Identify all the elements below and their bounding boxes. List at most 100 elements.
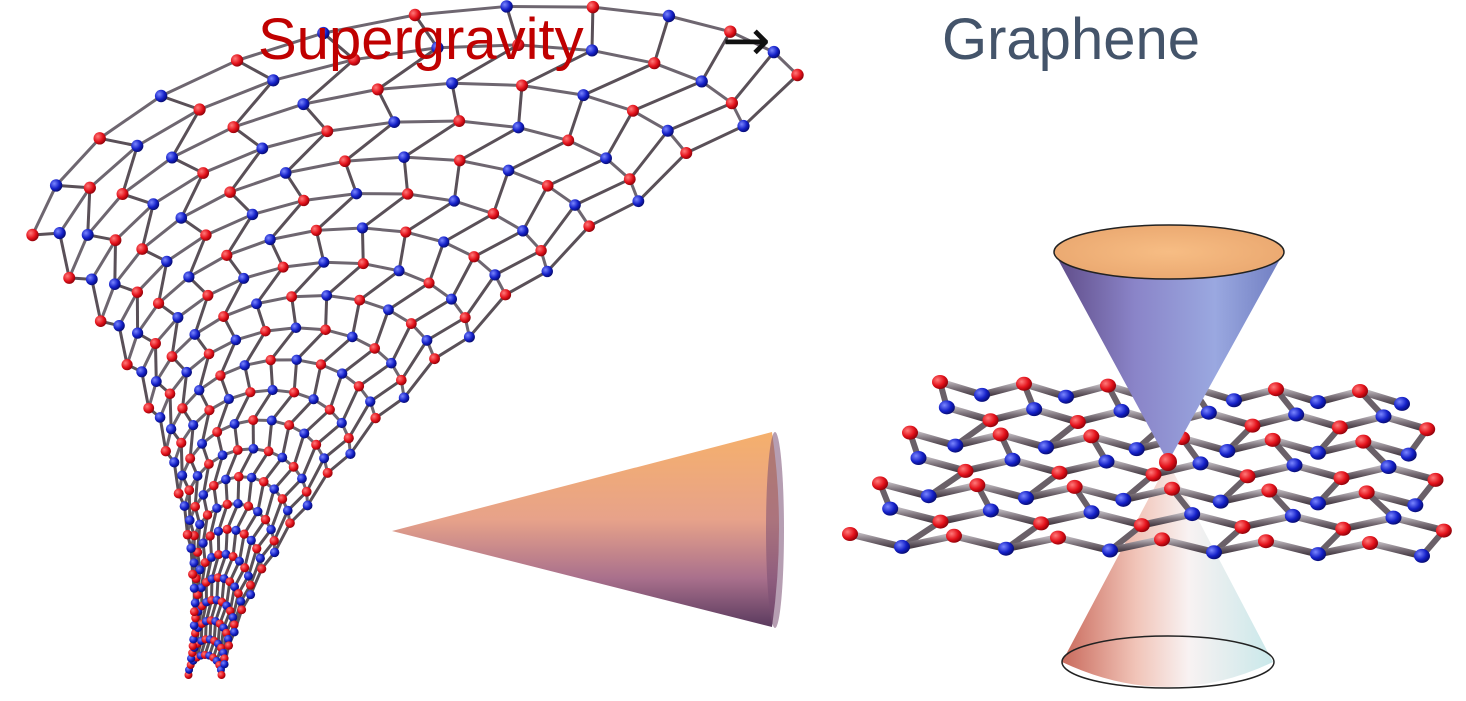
funnel-bond <box>272 509 290 542</box>
funnel-bond <box>410 297 453 325</box>
lattice-atom-blue <box>1026 402 1043 417</box>
lattice-bond <box>1106 535 1166 554</box>
funnel-bond <box>315 192 358 232</box>
funnel-atom-blue <box>297 98 310 111</box>
funnel-atom-blue <box>228 613 238 622</box>
funnel-bond <box>427 241 446 284</box>
funnel-bond <box>362 226 406 234</box>
lattice-atom-blue <box>1310 445 1326 460</box>
funnel-bond <box>249 557 262 586</box>
funnel-bond <box>742 73 799 128</box>
right-arrow-icon: → <box>722 6 771 74</box>
funnel-atom-blue <box>253 506 263 517</box>
lattice-atom-blue <box>1400 447 1417 462</box>
funnel-atom-blue <box>194 384 205 396</box>
funnel-bond <box>243 265 284 280</box>
funnel-bond <box>413 14 439 49</box>
funnel-atom-blue <box>256 142 269 155</box>
funnel-atom-red <box>512 38 525 52</box>
funnel-bond <box>473 229 524 259</box>
funnel-bond <box>667 101 733 133</box>
funnel-atom-red <box>189 607 199 617</box>
funnel-bond <box>252 199 305 216</box>
funnel-bond <box>290 261 325 298</box>
funnel-bond <box>188 254 228 279</box>
lattice-atom-blue <box>1038 440 1054 455</box>
lattice-atom-blue <box>1102 543 1118 558</box>
funnel-atom-blue <box>246 590 256 600</box>
funnel-atom-red <box>177 403 188 414</box>
funnel-atom-blue <box>266 524 276 535</box>
funnel-bond <box>521 49 593 87</box>
funnel-bond <box>344 155 405 163</box>
lattice-bond <box>1217 487 1273 506</box>
funnel-atom-blue <box>221 549 231 559</box>
funnel-atom-red <box>311 439 322 450</box>
funnel-atom-blue <box>302 500 313 511</box>
funnel-atom-blue <box>279 167 292 179</box>
funnel-bond <box>341 347 376 375</box>
funnel-bond <box>437 43 519 50</box>
funnel-atom-blue <box>197 438 208 449</box>
lattice-bond <box>1103 458 1157 478</box>
lattice-bond <box>1390 514 1448 535</box>
lattice-atom-blue <box>910 451 927 465</box>
funnel-atom-blue <box>767 45 781 59</box>
lattice-atom-red <box>842 527 858 541</box>
funnel-atom-red <box>297 194 310 207</box>
funnel-bond <box>114 203 155 242</box>
funnel-bond <box>340 385 361 424</box>
funnel-bond <box>505 6 520 46</box>
funnel-atom-blue <box>154 412 166 423</box>
horizontal-cone <box>392 432 784 628</box>
funnel-atom-red <box>83 181 96 194</box>
funnel-bond <box>202 146 263 175</box>
funnel-atom-red <box>188 641 198 651</box>
funnel-atom-red <box>234 589 243 598</box>
lattice-bond <box>1119 485 1176 504</box>
funnel-atom-blue <box>585 44 599 57</box>
lattice-atom-red <box>957 463 974 478</box>
funnel-atom-blue <box>181 366 192 378</box>
lattice-atom-red <box>1066 479 1083 494</box>
funnel-bond <box>507 169 549 188</box>
funnel-bond <box>300 444 318 480</box>
lattice-atom-blue <box>1310 547 1326 562</box>
funnel-bond <box>262 456 284 483</box>
funnel-atom-blue <box>230 582 240 592</box>
funnel-bond <box>400 339 429 381</box>
funnel-bond <box>452 81 523 87</box>
funnel-atom-red <box>200 229 212 241</box>
funnel-atom-red <box>288 461 299 472</box>
funnel-bond <box>292 432 306 468</box>
funnel-atom-blue <box>179 501 190 511</box>
lattice-atom-blue <box>1414 548 1430 563</box>
funnel-atom-blue <box>231 525 241 535</box>
lattice-atom-red <box>969 478 986 493</box>
funnel-bond <box>197 353 211 391</box>
funnel-bond <box>506 4 593 9</box>
funnel-bond <box>165 233 207 263</box>
funnel-atom-blue <box>49 179 63 192</box>
lattice-bond <box>846 530 906 551</box>
lattice-bond <box>1071 483 1127 504</box>
funnel-bond <box>55 137 101 187</box>
lattice-atom-red <box>1083 429 1100 444</box>
funnel-atom-red <box>369 343 381 354</box>
funnel-bond <box>373 309 390 349</box>
funnel-bond <box>637 151 688 203</box>
funnel-bond <box>302 58 356 106</box>
funnel-bond <box>215 398 231 433</box>
funnel-atom-red <box>222 499 232 510</box>
funnel-bond <box>632 80 703 113</box>
funnel-bond <box>90 239 117 281</box>
funnel-bond <box>157 261 169 304</box>
funnel-atom-red <box>182 529 193 540</box>
funnel-bond <box>152 171 204 206</box>
dirac-point-atom <box>1159 453 1177 471</box>
funnel-bond <box>494 249 542 277</box>
lattice-atom-blue <box>1184 507 1201 522</box>
funnel-atom-blue <box>212 503 222 513</box>
lattice-atom-red <box>932 375 948 389</box>
funnel-atom-red <box>315 359 327 370</box>
